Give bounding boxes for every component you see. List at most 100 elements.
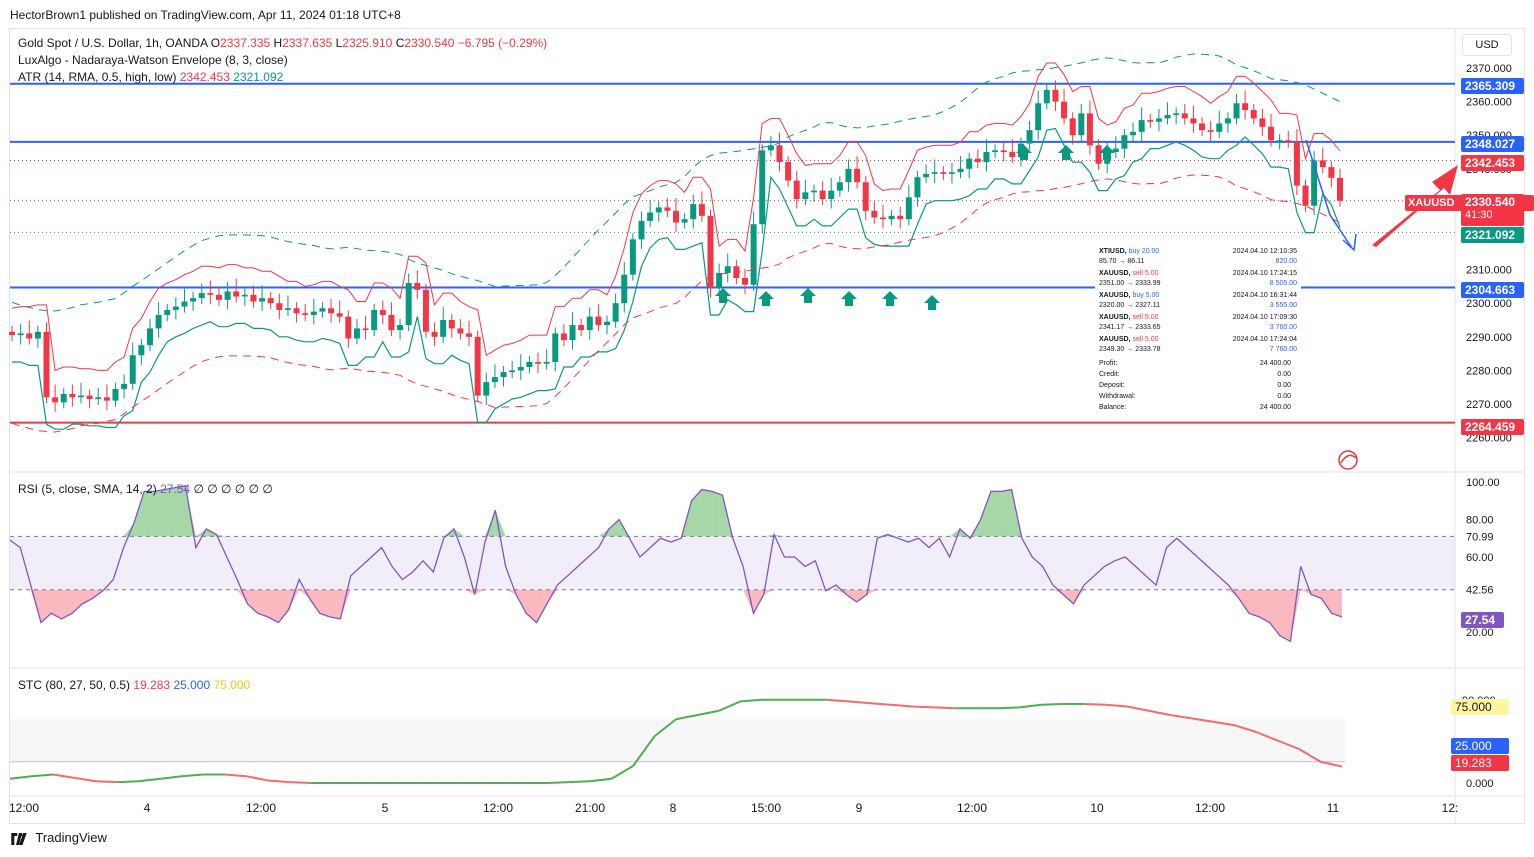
candle-body [655, 207, 662, 213]
buy-signal-arrow-icon [715, 288, 731, 303]
trade-range: 85.70 → 86.11 [1099, 258, 1145, 265]
candle-body [1207, 130, 1214, 132]
candle-body [69, 393, 76, 398]
rsi-overbought-fill [216, 534, 227, 537]
stc-segment [160, 775, 182, 780]
stc-segment [138, 777, 161, 783]
candle-body [259, 298, 266, 302]
rsi-overbought-fill [774, 534, 785, 537]
candle-body [638, 220, 645, 240]
legend-l-label: L [335, 36, 343, 50]
stc-segment [740, 698, 763, 703]
stc-segment [1298, 748, 1322, 763]
rsi-oversold-fill [40, 589, 52, 623]
candle-body [17, 333, 24, 336]
candle-body [276, 303, 283, 310]
candle-body [483, 382, 490, 396]
candle-body [103, 397, 110, 401]
event-flag-icon [1338, 450, 1358, 470]
rsi-overbought-fill [175, 485, 186, 537]
price-tick-label: 2360.000 [1466, 97, 1512, 109]
trade-detail-row: 2349.30 → 2333.78 7 760.00 [1099, 346, 1297, 356]
stc-segment [589, 777, 612, 783]
rsi-oversold-fill [247, 589, 258, 614]
chart-frame[interactable] [9, 28, 1525, 824]
candle-body [336, 313, 343, 317]
trade-row: XAUUSD, sell 5.00 2024.04.10 17:09:30 [1099, 314, 1297, 324]
stc-segment [267, 779, 290, 784]
rsi-tick-label: 80.00 [1466, 515, 1494, 527]
stc-segment [568, 780, 591, 784]
candle-body [302, 313, 309, 315]
buy-signal-arrow-icon [882, 291, 898, 306]
candle-body [897, 215, 904, 220]
stc-segment [1041, 702, 1063, 706]
rsi-oversold-fill [836, 589, 847, 595]
stc-segment [52, 773, 75, 779]
envelope-lower-band [12, 127, 1341, 430]
trade-row: XTIUSD, buy 20.00 2024.04.10 12:10:35 [1099, 248, 1297, 258]
publish-header: HectorBrown1 published on TradingView.co… [0, 0, 1534, 28]
candle-body [1199, 123, 1206, 131]
candle-body [759, 150, 766, 225]
stc-segment [246, 775, 269, 782]
projection-arrowhead-icon [1342, 233, 1357, 252]
currency-button[interactable]: USD [1462, 34, 1512, 56]
stc-segment [890, 703, 913, 708]
rsi-oversold-fill [237, 589, 248, 604]
stc-value: 19.283 [133, 678, 171, 692]
rsi-empty-values: ∅ ∅ ∅ ∅ ∅ ∅ [193, 482, 273, 496]
rsi-oversold-fill [1269, 589, 1281, 636]
stc-segment [181, 773, 204, 778]
candle-body [1268, 126, 1275, 141]
rsi-oversold-fill [319, 589, 331, 617]
stc-segment [1148, 709, 1171, 716]
atr-legend[interactable]: ATR (14, RMA, 0.5, high, low) 2342.453 2… [18, 70, 283, 84]
candle-body [629, 239, 636, 275]
stc-segment [912, 705, 934, 709]
envelope-legend[interactable]: LuxAlgo - Nadaraya-Watson Envelope (8, 3… [18, 53, 288, 67]
rsi-oversold-fill [464, 589, 475, 595]
candle-body [948, 172, 955, 174]
trade-row: XAUUSD, buy 5.00 2024.04.10 16:31:44 [1099, 292, 1297, 302]
candle-body [181, 301, 188, 307]
candle-body [698, 204, 705, 216]
footer-brand[interactable]: TradingView [10, 830, 107, 845]
trade-range: 2320.00 → 2327.11 [1099, 302, 1160, 309]
rsi-overbought-fill [691, 489, 702, 537]
rsi-label: RSI (5, close, SMA, 14, 2) [18, 482, 157, 496]
candle-body [190, 298, 197, 302]
candle-body [586, 316, 593, 331]
stc-label: STC (80, 27, 50, 0.5) [18, 678, 131, 692]
stc-legend[interactable]: STC (80, 27, 50, 0.5) 19.283 25.000 75.0… [18, 678, 250, 692]
account-row: Profit: 24 400.00 [1099, 360, 1297, 370]
candle-body [560, 333, 567, 341]
projection-line [1305, 139, 1353, 249]
candle-body [319, 308, 326, 312]
tradingview-logo-icon [11, 832, 27, 845]
stc-segment [998, 706, 1020, 710]
stc-segment [224, 773, 247, 778]
candle-body [95, 397, 102, 399]
legend-open: 2337.335 [220, 36, 271, 50]
rsi-oversold-fill [102, 589, 114, 591]
candle-body [241, 294, 248, 297]
stc-segment [74, 776, 97, 783]
account-row: Balance: 24 400.00 [1099, 404, 1297, 414]
rsi-oversold-fill [763, 589, 775, 595]
candle-body [612, 303, 619, 322]
legend-low: 2325.910 [342, 36, 393, 50]
event-flag-arc [1340, 454, 1357, 464]
candle-body [1035, 103, 1042, 131]
candle-body [207, 293, 214, 295]
stc-segment [675, 714, 698, 721]
candle-body [1285, 140, 1292, 142]
rsi-legend[interactable]: RSI (5, close, SMA, 14, 2) 27.54 ∅ ∅ ∅ ∅… [18, 482, 273, 496]
envelope-upper-dashed [11, 53, 1341, 312]
candle-body [1337, 177, 1343, 201]
trade-profit: 3 760.00 [1269, 324, 1297, 331]
candle-body [1009, 152, 1016, 158]
candle-body [414, 283, 421, 290]
time-tick-label: 12:00 [957, 801, 987, 815]
